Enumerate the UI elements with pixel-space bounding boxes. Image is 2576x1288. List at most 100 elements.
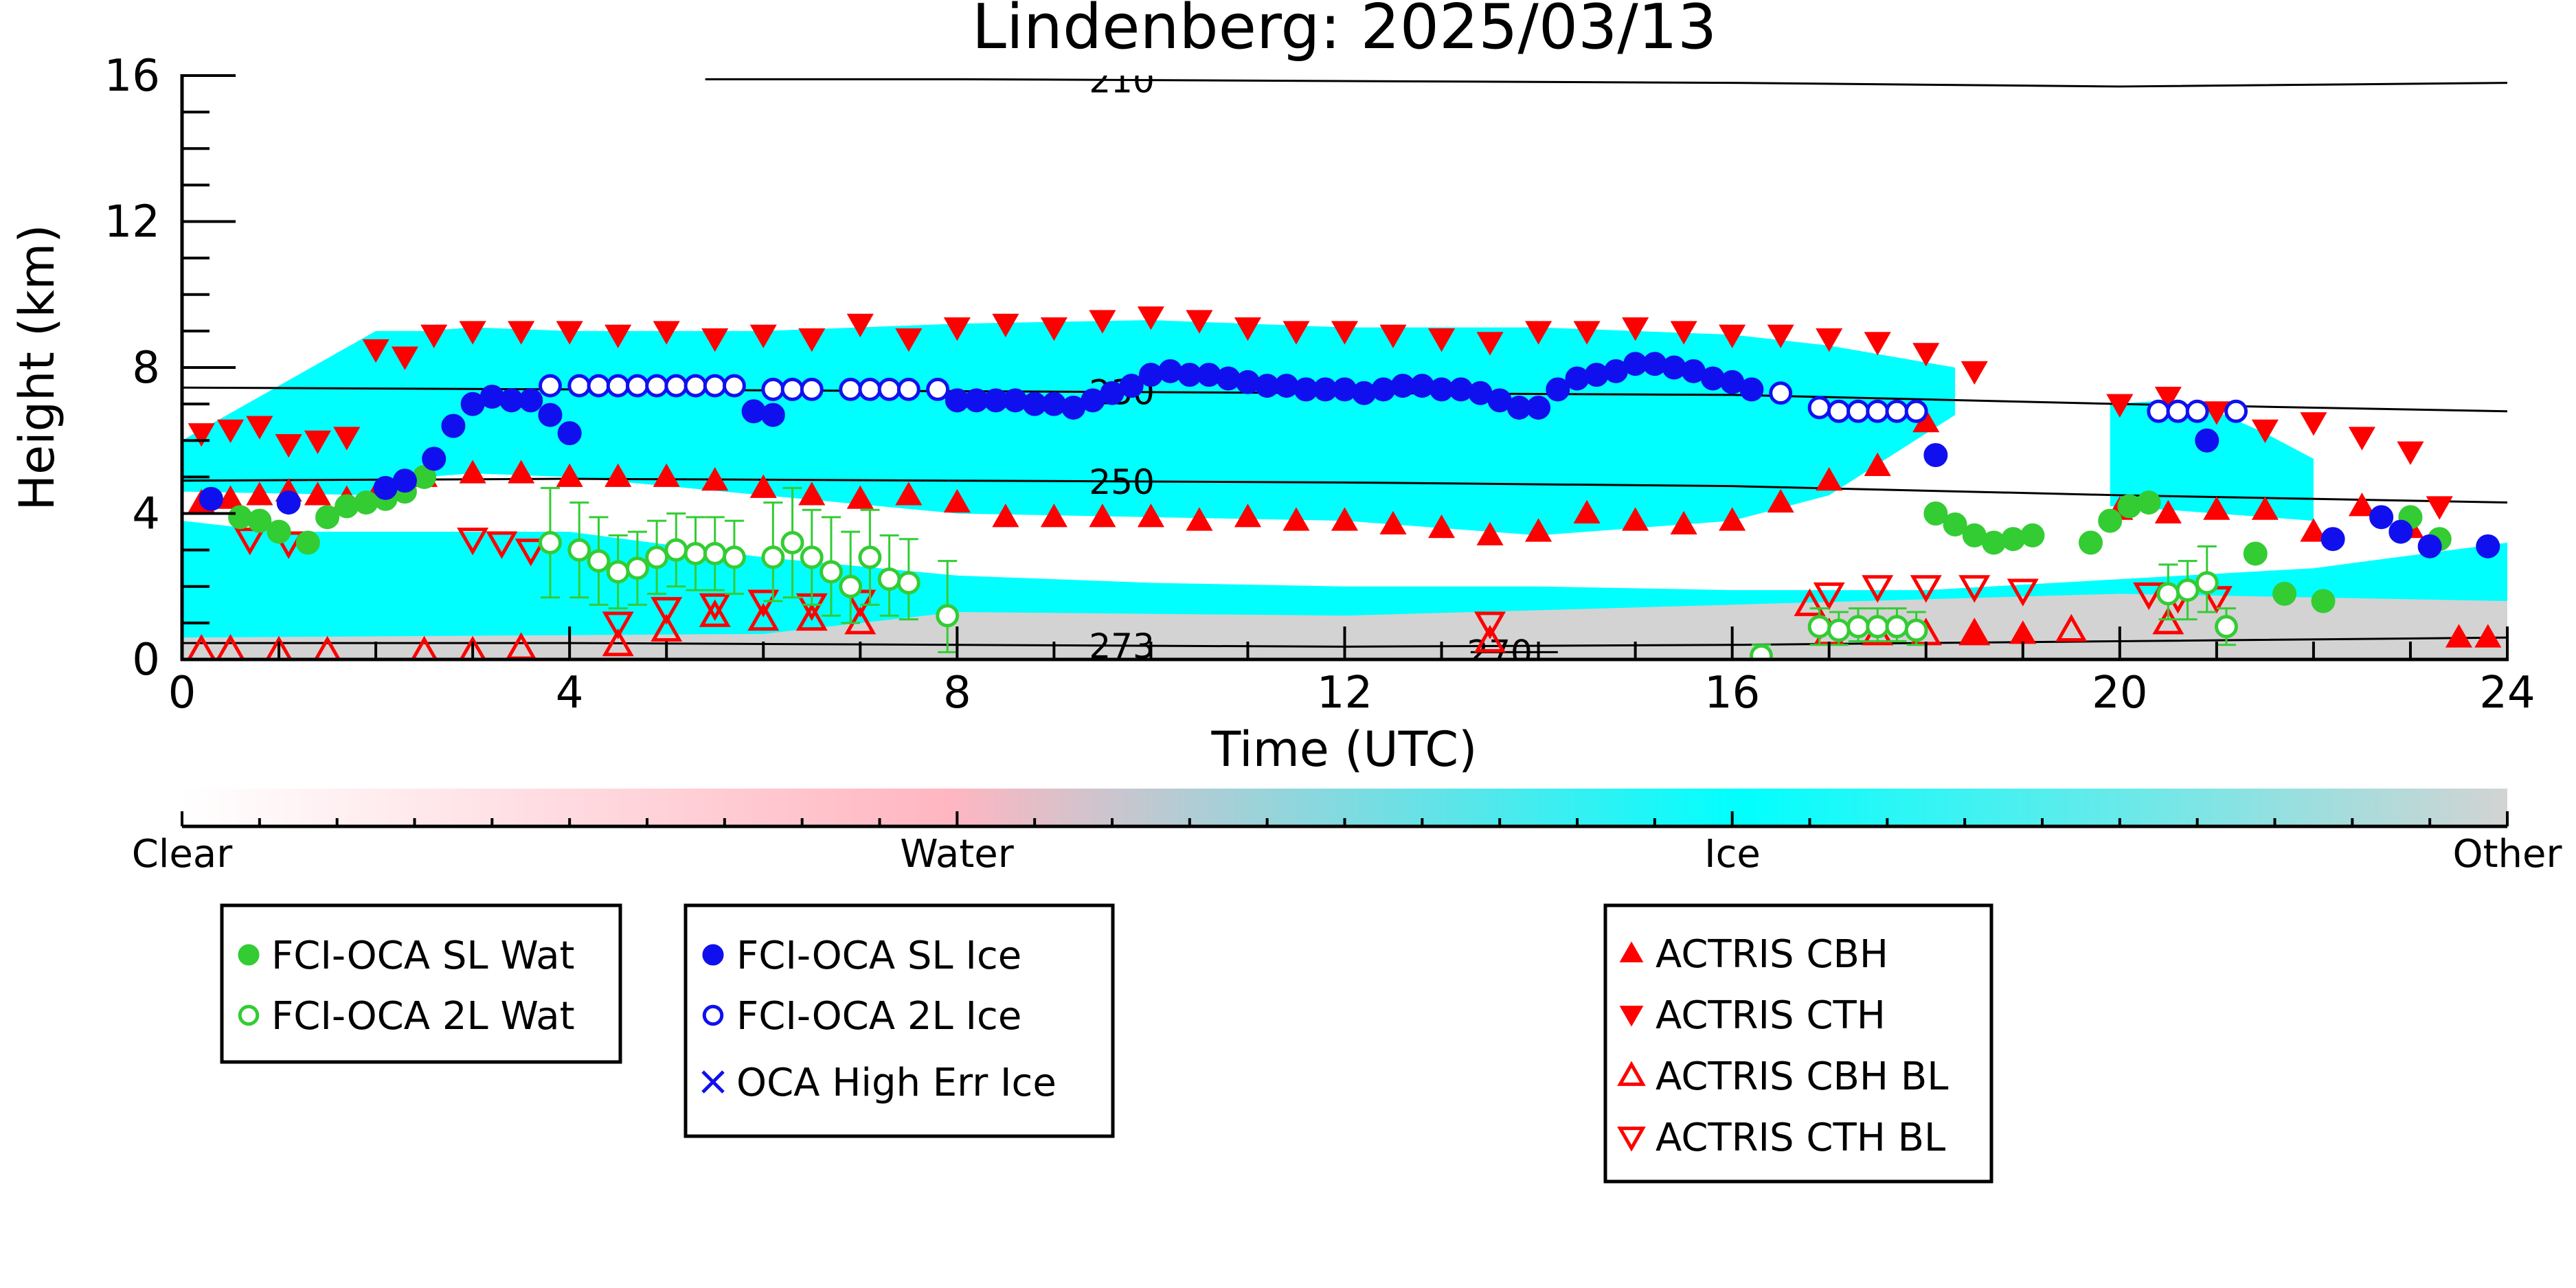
data-point [587,374,611,398]
legend-label-high-err-ice: OCA High Err Ice [736,1061,1057,1105]
data-point [645,545,669,569]
data-point [1186,310,1213,334]
y-tick-label: 8 [132,343,160,394]
data-point [820,560,843,584]
data-point [2224,399,2248,423]
legend-label-actris-cbh-bl: ACTRIS CBH BL [1656,1054,1948,1099]
data-point [459,321,486,345]
legend-ice: FCI-OCA SL Ice FCI-OCA 2L Ice OCA High E… [683,903,1115,1138]
data-point [1719,324,1746,348]
data-point [538,403,563,427]
data-point [1862,575,1894,603]
data-point [645,374,669,398]
data-point [749,474,777,498]
data-point [2388,519,2413,544]
data-point [877,567,901,591]
data-point [701,328,729,352]
colorbar-label-clear: Clear [132,832,233,877]
data-point [1622,317,1649,341]
legend-symbol [238,944,260,966]
data-point [246,416,273,440]
data-point [846,485,874,509]
x-tick-label: 4 [556,668,584,719]
data-point [2079,530,2103,555]
data-point [722,374,746,398]
data-point [2098,508,2123,533]
data-point [2185,399,2209,423]
data-point [896,377,920,401]
data-point [1474,611,1506,640]
data-point [651,613,683,642]
data-point [1040,317,1067,341]
data-point [333,427,361,451]
legend-marker-actris-cth [1619,1006,1644,1027]
data-point [587,549,611,573]
data-point [2426,496,2453,520]
data-point [216,633,245,659]
data-point [800,377,824,401]
data-point [1234,504,1262,528]
legend-water-box [220,903,622,1064]
data-point [699,593,731,622]
data-point [653,321,680,345]
data-point [315,505,340,530]
x-tick-label: 24 [2479,668,2535,719]
data-point [187,633,216,659]
data-point [275,434,302,458]
legend-symbol [701,1070,725,1094]
series-fci-oca-2l-wat [539,486,2238,659]
data-point [519,388,543,413]
data-point [304,430,332,454]
data-point [199,486,223,511]
data-point [2348,427,2375,451]
data-point [304,482,332,506]
data-point [2251,419,2279,444]
region-ice-evening [2110,400,2314,521]
data-point [1331,507,1359,531]
colorbar-ticks [181,811,2509,826]
data-point [606,560,630,584]
data-point [895,328,923,352]
data-point [2152,607,2184,635]
data-point [457,528,489,556]
data-point [683,541,708,565]
data-point [1283,507,1310,531]
heatmap-background [182,319,2507,659]
legend-label-actris-cbh: ACTRIS CBH [1656,932,1888,977]
legend-symbol [702,1004,724,1026]
y-axis-label: Height (km) [9,225,65,511]
colorbar-label-other: Other [2452,832,2562,877]
data-point [1573,499,1601,524]
data-point [1719,507,1746,531]
data-point [1427,328,1456,352]
legend-symbol-stroke-b [701,1070,725,1094]
colorbar-label-water: Water [900,832,1015,877]
data-point [703,374,727,398]
isotherm-label-270: 270 [1467,633,1532,673]
data-point [556,321,583,345]
data-point [1739,377,1764,402]
y-tick-label: 0 [132,635,160,686]
data-point [1474,624,1506,653]
data-point [2195,571,2219,595]
data-point [1476,521,1504,545]
series-actris-cbh-bl [187,588,2184,659]
data-point [1846,615,1870,639]
data-point [2348,493,2375,517]
y-tick-label: 4 [132,489,160,540]
legend-ice-box [683,903,1115,1138]
data-point [749,324,777,348]
legend-label-2l-ice: FCI-OCA 2L Ice [736,994,1021,1039]
data-point [760,403,785,427]
data-point [2156,582,2180,606]
data-point [602,629,634,657]
data-point [267,519,291,544]
legend-marker-2l-ice [702,1004,724,1026]
data-point [246,482,273,506]
data-point [1040,504,1067,528]
data-point [780,531,804,554]
series-actris-cth [188,306,2453,520]
data-point [699,599,731,627]
data-point [1807,615,1831,639]
data-point [780,377,804,401]
